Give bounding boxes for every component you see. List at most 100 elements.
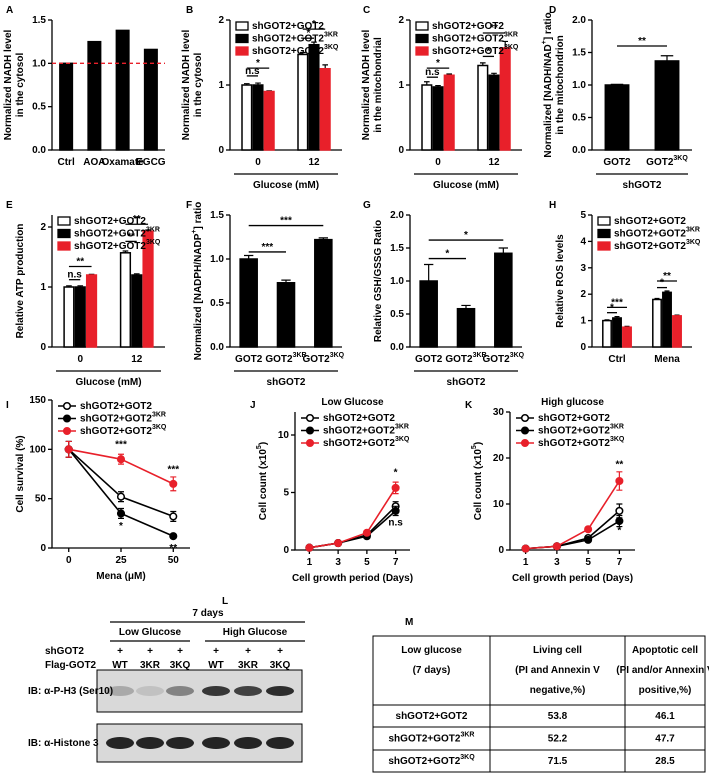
text-part: 28.5 xyxy=(655,756,675,767)
text-part: shGOT2+GOT2 xyxy=(396,711,468,722)
y-tick-label: 5 xyxy=(283,487,289,498)
legend-marker xyxy=(62,401,72,411)
panel-label: J xyxy=(250,400,256,411)
table-header: negative,%) xyxy=(530,685,586,696)
text-part: shGOT2+GOT2 xyxy=(74,241,146,252)
text-part: ) xyxy=(473,442,484,445)
text-part: Normalized NADH level xyxy=(361,29,372,140)
y-tick-label: 0 xyxy=(40,342,46,353)
marker xyxy=(64,445,73,454)
error-bar xyxy=(660,55,674,61)
text-part: *** xyxy=(167,464,179,475)
chart-title: Low Glucose xyxy=(321,397,384,408)
text-part: in the mitochondrial xyxy=(373,37,384,133)
text-part: shGOT2+GOT2 xyxy=(252,46,324,57)
bar xyxy=(622,326,632,348)
y-tick-label: 2.0 xyxy=(390,210,404,221)
text-part: 0 xyxy=(283,545,289,556)
y-tick-label: 50 xyxy=(35,493,47,504)
bar xyxy=(432,86,444,151)
y-tick-label: 0.0 xyxy=(572,145,586,156)
text-part: shGOT2+GOT2 xyxy=(74,228,146,239)
x-tick-label: Ctrl xyxy=(608,354,625,365)
text-part: 2 xyxy=(40,222,46,233)
text-part: * xyxy=(306,28,310,39)
text-part: + xyxy=(147,646,153,657)
x-tick-label: 7 xyxy=(617,557,623,568)
text-part: shGOT2+GOT2 xyxy=(614,241,686,252)
text-part: 3 xyxy=(580,262,586,273)
legend-swatch xyxy=(235,21,249,31)
x-tick-label: Ctrl xyxy=(58,157,75,168)
text-part: C xyxy=(363,5,370,16)
marker xyxy=(334,539,343,548)
text-part: GOT2 xyxy=(415,354,443,365)
marker xyxy=(521,544,530,553)
legend-marker xyxy=(62,426,72,436)
x-tick-label: 25 xyxy=(115,555,127,566)
significance-label: n.s xyxy=(425,67,440,78)
legend-swatch xyxy=(57,228,71,239)
significance-label: ** xyxy=(76,256,84,267)
text-part: 3KR xyxy=(324,32,338,39)
bar xyxy=(119,252,132,348)
text-part: 5 xyxy=(283,487,289,498)
text-part: 3KQ xyxy=(146,239,161,246)
text-part: Glucose (mM) xyxy=(253,180,319,191)
text-part: ** xyxy=(638,36,646,47)
text-part: GOT2 xyxy=(646,157,674,168)
text-part: A xyxy=(6,5,13,16)
text-part: Cell growth period (Days) xyxy=(292,573,413,584)
text-part: shGOT2+GOT2 xyxy=(323,425,395,436)
bar xyxy=(252,84,264,151)
text-part: 7 xyxy=(617,557,623,568)
bar xyxy=(142,230,154,348)
text-part: Glucose (mM) xyxy=(75,377,141,388)
bar xyxy=(276,282,296,348)
text-part: in the mitochondrion xyxy=(555,35,566,134)
legend-label: shGOT2+GOT23KR xyxy=(252,32,338,44)
text-part: shGOT2+GOT2 xyxy=(538,425,610,436)
text-part: shGOT2 xyxy=(45,646,84,657)
text-part: ** xyxy=(663,271,671,282)
text-part: 3KR xyxy=(238,660,259,671)
text-part: Living cell xyxy=(533,645,582,656)
text-part: 12 xyxy=(131,354,143,365)
text-part: 3KR xyxy=(140,660,161,671)
text-part: in the cytosol xyxy=(15,53,26,118)
x-tick-label: 12 xyxy=(488,157,500,168)
y-tick-label: 0 xyxy=(218,145,224,156)
legend-swatch xyxy=(415,33,429,44)
marker xyxy=(615,506,624,515)
text-part: 3KQ xyxy=(270,660,291,671)
text-part: * xyxy=(617,525,621,536)
text-part: 0 xyxy=(580,342,586,353)
bar xyxy=(421,84,433,151)
x-tick-label: GOT23KQ xyxy=(483,352,525,364)
x-tick-label: 5 xyxy=(585,557,591,568)
y-tick-label: 10 xyxy=(493,499,505,510)
text-part: ** xyxy=(169,543,177,554)
text-part: shGOT2 xyxy=(623,180,662,191)
text-part: 3KR xyxy=(152,412,166,419)
text-part: n.s xyxy=(388,517,403,528)
table-cell: 53.8 xyxy=(548,711,568,722)
chart-title: High glucose xyxy=(541,397,604,408)
legend-marker xyxy=(305,438,315,448)
y-tick-label: 1.0 xyxy=(210,254,224,265)
text-part: ** xyxy=(76,256,84,267)
blot-band xyxy=(234,686,262,696)
text-part: 1.5 xyxy=(572,47,586,58)
y-axis-label: Normalized NADH level xyxy=(3,29,14,140)
significance-label: ** xyxy=(490,23,498,34)
blot-lane-mark: + xyxy=(213,646,219,657)
significance-label: * xyxy=(306,28,310,39)
panel-label: I xyxy=(6,400,9,411)
text-part: positive,%) xyxy=(639,685,692,696)
text-part: 1.0 xyxy=(32,58,46,69)
significance-label: * xyxy=(394,467,398,478)
panel-label: F xyxy=(186,200,192,211)
legend-swatch xyxy=(57,241,71,251)
text-part: High glucose xyxy=(541,397,604,408)
text-part: * xyxy=(660,277,664,288)
